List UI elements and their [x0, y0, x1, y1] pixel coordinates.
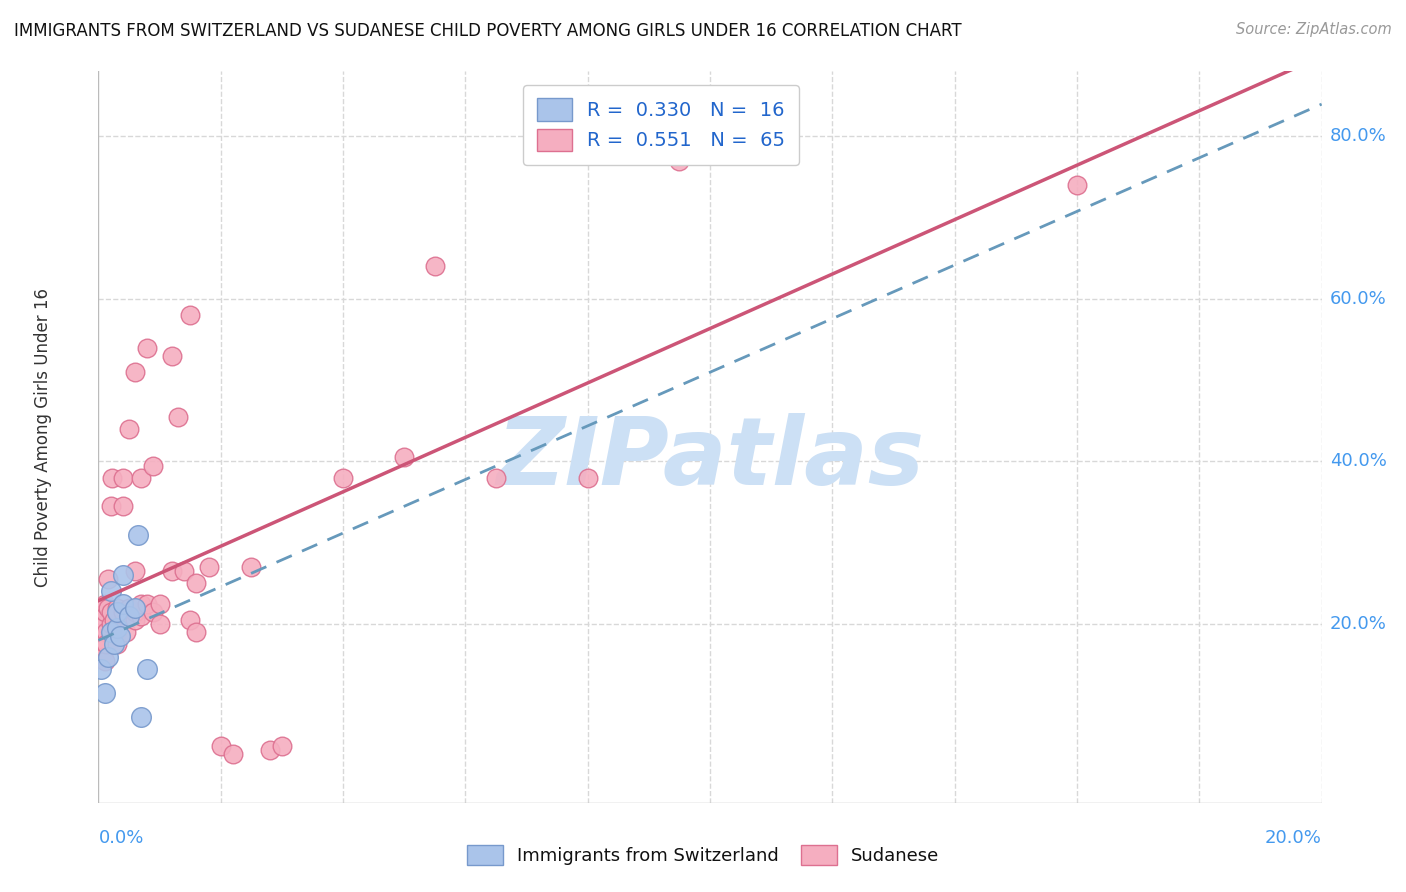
- Point: [179, 308, 201, 322]
- Point: [142, 458, 165, 473]
- Point: [124, 613, 146, 627]
- Point: [136, 662, 159, 676]
- Text: 20.0%: 20.0%: [1265, 829, 1322, 847]
- Point: [105, 625, 128, 640]
- Point: [111, 499, 134, 513]
- Point: [270, 739, 292, 753]
- Legend: Immigrants from Switzerland, Sudanese: Immigrants from Switzerland, Sudanese: [457, 836, 949, 874]
- Text: ZIPatlas: ZIPatlas: [496, 413, 924, 505]
- Point: [111, 471, 134, 485]
- Point: [160, 349, 183, 363]
- Point: [576, 471, 599, 485]
- Point: [91, 649, 114, 664]
- Point: [118, 422, 141, 436]
- Point: [332, 471, 354, 485]
- Point: [124, 365, 146, 379]
- Point: [96, 637, 118, 651]
- Point: [91, 621, 114, 635]
- Point: [101, 471, 124, 485]
- Point: [160, 564, 183, 578]
- Point: [149, 617, 172, 632]
- Point: [115, 625, 138, 640]
- Point: [108, 629, 131, 643]
- Point: [423, 260, 446, 274]
- Point: [100, 617, 122, 632]
- Point: [124, 605, 146, 619]
- Point: [129, 597, 152, 611]
- Point: [105, 621, 128, 635]
- Point: [89, 613, 111, 627]
- Point: [111, 605, 134, 619]
- Point: [90, 662, 112, 676]
- Text: 40.0%: 40.0%: [1330, 452, 1386, 470]
- Point: [105, 600, 128, 615]
- Text: Source: ZipAtlas.com: Source: ZipAtlas.com: [1236, 22, 1392, 37]
- Point: [105, 637, 128, 651]
- Text: IMMIGRANTS FROM SWITZERLAND VS SUDANESE CHILD POVERTY AMONG GIRLS UNDER 16 CORRE: IMMIGRANTS FROM SWITZERLAND VS SUDANESE …: [14, 22, 962, 40]
- Point: [100, 499, 122, 513]
- Point: [186, 576, 208, 591]
- Point: [111, 568, 134, 582]
- Point: [93, 686, 115, 700]
- Point: [118, 608, 141, 623]
- Point: [129, 608, 152, 623]
- Point: [392, 450, 416, 465]
- Point: [129, 710, 152, 724]
- Text: 0.0%: 0.0%: [98, 829, 143, 847]
- Point: [97, 572, 120, 586]
- Point: [97, 600, 120, 615]
- Point: [103, 613, 125, 627]
- Point: [186, 625, 208, 640]
- Point: [167, 409, 190, 424]
- Point: [222, 747, 245, 761]
- Point: [93, 617, 115, 632]
- Text: 60.0%: 60.0%: [1330, 290, 1386, 308]
- Point: [100, 584, 122, 599]
- Point: [179, 613, 201, 627]
- Point: [136, 597, 159, 611]
- Point: [90, 637, 112, 651]
- Point: [1066, 178, 1088, 193]
- Point: [93, 654, 115, 668]
- Text: 20.0%: 20.0%: [1330, 615, 1386, 633]
- Point: [93, 597, 115, 611]
- Point: [118, 600, 141, 615]
- Point: [485, 471, 508, 485]
- Point: [668, 153, 690, 168]
- Point: [89, 625, 111, 640]
- Point: [129, 471, 152, 485]
- Point: [173, 564, 195, 578]
- Point: [100, 625, 122, 640]
- Point: [149, 597, 172, 611]
- Point: [97, 649, 120, 664]
- Point: [111, 597, 134, 611]
- Text: 80.0%: 80.0%: [1330, 128, 1386, 145]
- Point: [124, 600, 146, 615]
- Point: [127, 527, 149, 541]
- Point: [259, 743, 281, 757]
- Point: [100, 605, 122, 619]
- Text: Child Poverty Among Girls Under 16: Child Poverty Among Girls Under 16: [34, 287, 52, 587]
- Point: [94, 625, 117, 640]
- Point: [91, 608, 114, 623]
- Point: [105, 605, 128, 619]
- Point: [118, 608, 141, 623]
- Point: [93, 605, 115, 619]
- Point: [142, 605, 165, 619]
- Legend: R =  0.330   N =  16, R =  0.551   N =  65: R = 0.330 N = 16, R = 0.551 N = 65: [523, 85, 799, 165]
- Point: [136, 341, 159, 355]
- Point: [90, 600, 112, 615]
- Point: [124, 564, 146, 578]
- Point: [103, 637, 125, 651]
- Point: [209, 739, 232, 753]
- Point: [105, 605, 128, 619]
- Point: [197, 560, 219, 574]
- Point: [240, 560, 263, 574]
